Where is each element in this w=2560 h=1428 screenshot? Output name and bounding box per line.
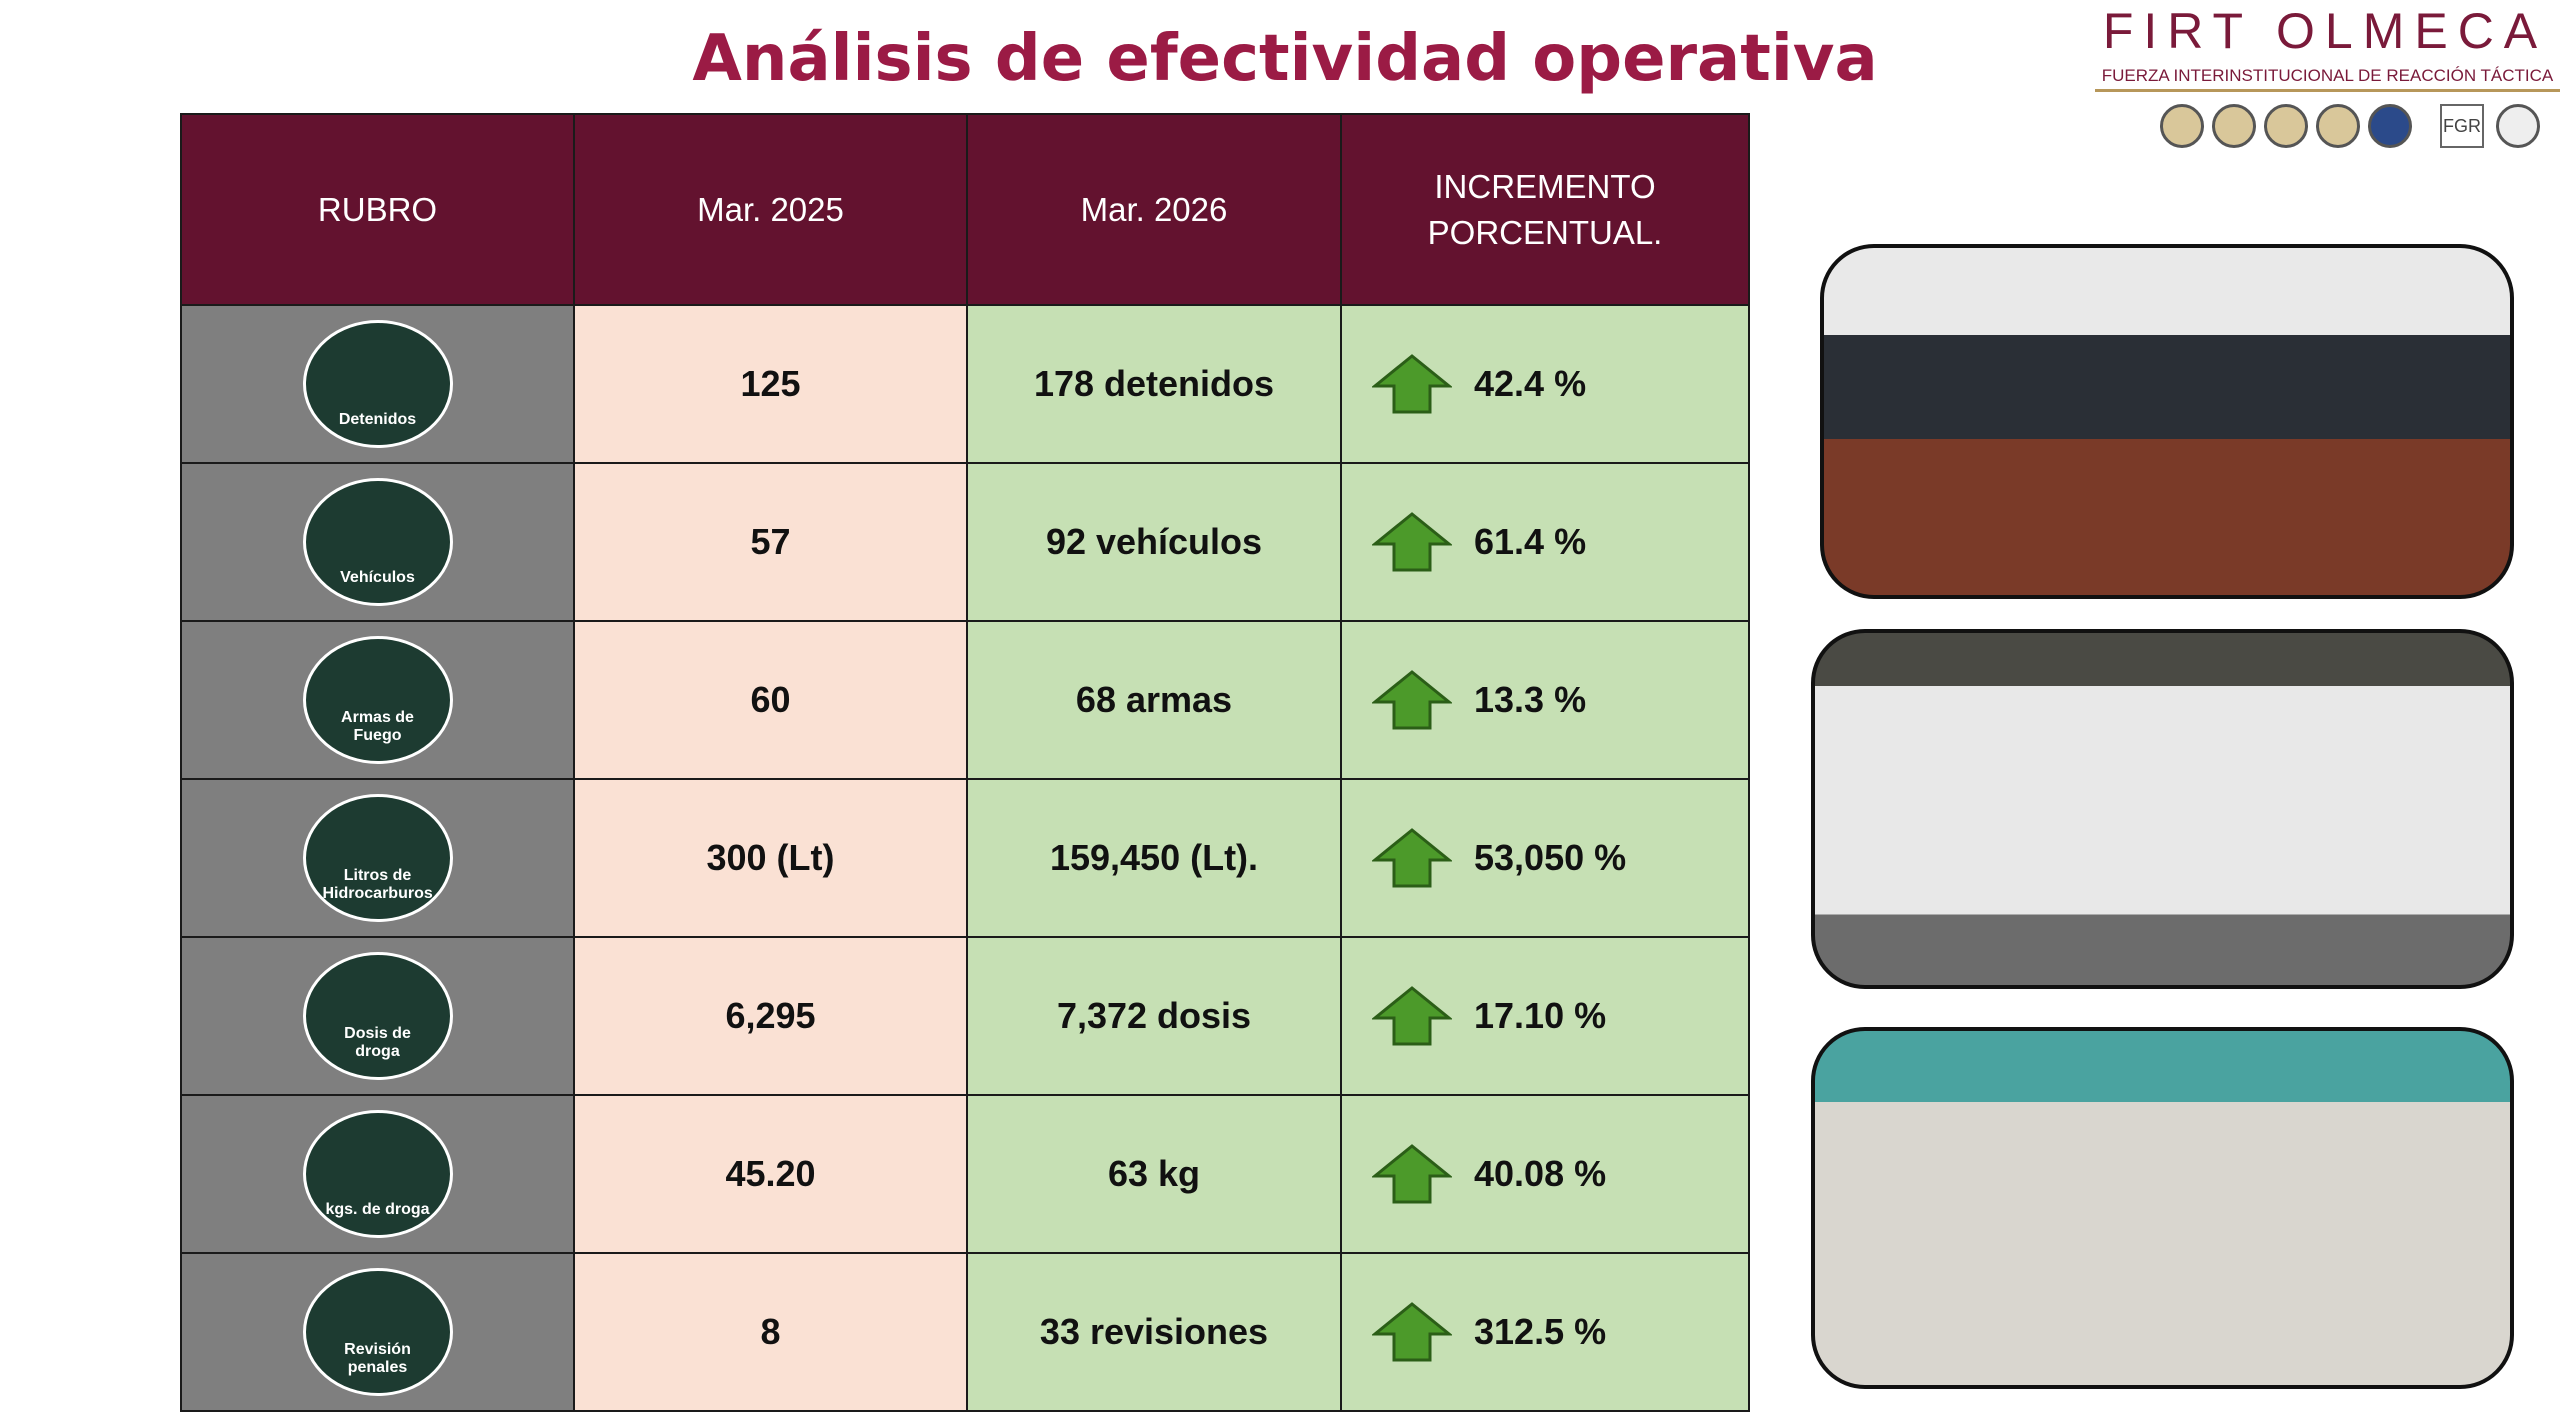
category-label: Dosis de droga: [344, 1025, 411, 1060]
header-cell: INCREMENTO PORCENTUAL.: [1340, 113, 1750, 306]
category-cell: Dosis de droga: [180, 936, 575, 1096]
up-arrow: [1372, 670, 1452, 730]
category-cell: Armas de Fuego: [180, 620, 575, 780]
arrow-shape: [1372, 1302, 1452, 1362]
value-2025: 300 (Lt): [573, 778, 968, 938]
value-2026: 68 armas: [966, 620, 1342, 780]
up-arrow: [1372, 1302, 1452, 1362]
arrow-shape: [1372, 354, 1452, 414]
header-cell: RUBRO: [180, 113, 575, 306]
value-2026: 7,372 dosis: [966, 936, 1342, 1096]
category-label: Detenidos: [338, 411, 417, 428]
value-2026: 63 kg: [966, 1094, 1342, 1254]
arrow-shape: [1372, 670, 1452, 730]
up-arrow: [1372, 828, 1452, 888]
category-icon: Litros de Hidrocarburos: [302, 794, 453, 922]
up-arrow: [1372, 1144, 1452, 1204]
up-arrow: [1372, 354, 1452, 414]
seal: [2264, 104, 2308, 148]
increase-cell: 17.10 %: [1340, 936, 1750, 1096]
category-icon: Vehículos: [302, 478, 453, 606]
category-icon: Armas de Fuego: [302, 636, 453, 764]
category-label: kgs. de droga: [325, 1201, 430, 1218]
category-label: Revisión penales: [344, 1341, 411, 1376]
photo-equipment: [1811, 1027, 2514, 1389]
up-arrow: [1372, 512, 1452, 572]
value-2025: 57: [573, 462, 968, 622]
increase-value: 13.3 %: [1474, 679, 1587, 720]
arrow-shape: [1372, 828, 1452, 888]
category-cell: kgs. de droga: [180, 1094, 575, 1254]
logo-name: FIRT OLMECA: [2102, 3, 2548, 59]
seal: [2368, 104, 2412, 148]
photo-seizure: [1820, 244, 2514, 599]
value-2026: 33 revisiones: [966, 1252, 1342, 1412]
increase-value: 17.10 %: [1474, 995, 1607, 1036]
logo-subtitle: FUERZA INTERINSTITUCIONAL DE REACCIÓN TÁ…: [2101, 66, 2554, 85]
category-cell: Detenidos: [180, 304, 575, 464]
increase-value: 42.4 %: [1474, 363, 1587, 404]
category-cell: Vehículos: [180, 462, 575, 622]
category-icon: kgs. de droga: [302, 1110, 453, 1238]
seal: [2160, 104, 2204, 148]
up-arrow: [1372, 986, 1452, 1046]
category-icon: Dosis de droga: [302, 952, 453, 1080]
value-2026: 92 vehículos: [966, 462, 1342, 622]
arrow-shape: [1372, 986, 1452, 1046]
value-2025: 6,295: [573, 936, 968, 1096]
category-cell: Litros de Hidrocarburos: [180, 778, 575, 938]
category-label: Vehículos: [340, 569, 415, 586]
header-cell: Mar. 2026: [966, 113, 1342, 306]
arrow-shape: [1372, 1144, 1452, 1204]
increase-cell: 312.5 %: [1340, 1252, 1750, 1412]
logo-rule: [2095, 89, 2560, 92]
category-icon: Detenidos: [302, 320, 453, 448]
category-icon: Revisión penales: [302, 1268, 453, 1396]
category-cell: Revisión penales: [180, 1252, 575, 1412]
increase-value: 40.08 %: [1474, 1153, 1607, 1194]
value-2025: 8: [573, 1252, 968, 1412]
seal: [2212, 104, 2256, 148]
arrow-shape: [1372, 512, 1452, 572]
increase-value: 312.5 %: [1474, 1311, 1607, 1352]
title: Análisis de efectividad operativa: [692, 22, 1878, 96]
value-2025: 125: [573, 304, 968, 464]
seal-fgr: FGR: [2440, 104, 2484, 148]
increase-value: 61.4 %: [1474, 521, 1587, 562]
seal: [2496, 104, 2540, 148]
increase-value: 53,050 %: [1474, 837, 1627, 878]
value-2025: 60: [573, 620, 968, 780]
category-label: Litros de Hidrocarburos: [322, 867, 433, 902]
value-2025: 45.20: [573, 1094, 968, 1254]
value-2026: 178 detenidos: [966, 304, 1342, 464]
increase-cell: 53,050 %: [1340, 778, 1750, 938]
header-cell: Mar. 2025: [573, 113, 968, 306]
increase-cell: 40.08 %: [1340, 1094, 1750, 1254]
category-label: Armas de Fuego: [341, 709, 414, 744]
value-2026: 159,450 (Lt).: [966, 778, 1342, 938]
increase-cell: 61.4 %: [1340, 462, 1750, 622]
seal: [2316, 104, 2360, 148]
increase-cell: 13.3 %: [1340, 620, 1750, 780]
increase-cell: 42.4 %: [1340, 304, 1750, 464]
photo-weapons: [1811, 629, 2514, 989]
